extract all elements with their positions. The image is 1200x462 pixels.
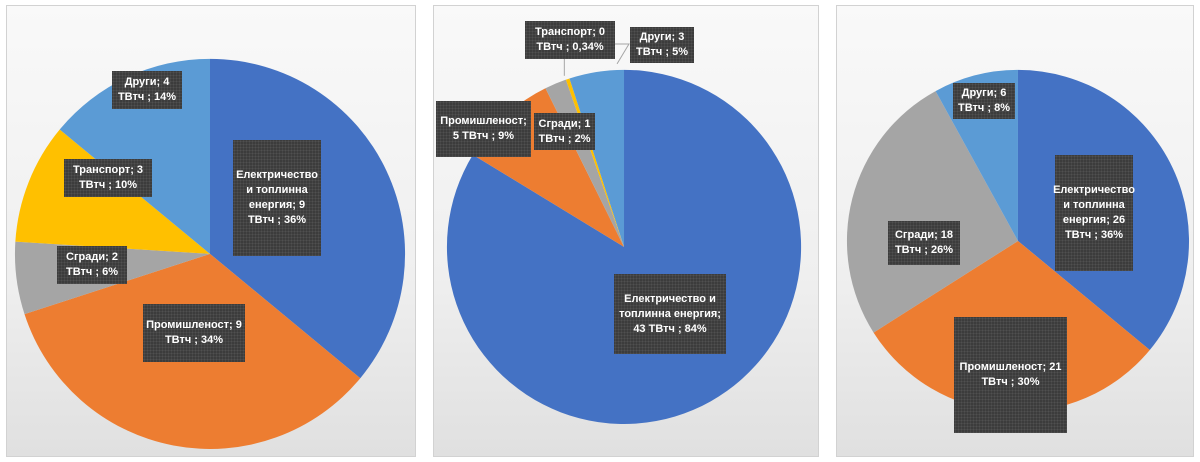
pie-1-svg xyxy=(14,58,406,449)
leader-line-2-other xyxy=(614,43,630,65)
pie-3-slice-3 xyxy=(846,91,1018,333)
data-label-1-transport: Транспорт; 3 ТВтч ; 10% xyxy=(64,159,152,197)
data-label-3-other: Други; 6 ТВтч ; 8% xyxy=(953,83,1015,119)
data-label-3-electricity: Електричество и топлинна енергия; 26 ТВт… xyxy=(1053,155,1135,271)
data-label-2-transport: Транспорт; 0 ТВтч ; 0,34% xyxy=(525,21,615,59)
pie-chart-3: Електричество и топлинна енергия; 26 ТВт… xyxy=(836,5,1194,457)
data-label-3-buildings: Сгради; 18 ТВтч ; 26% xyxy=(888,221,960,265)
data-label-1-industry: Промишленост; 9 ТВтч ; 34% xyxy=(143,304,245,362)
pie-chart-1: Електричество и топлинна енергия; 9 ТВтч… xyxy=(6,5,416,457)
data-label-2-industry: Промишленост; 5 ТВтч ; 9% xyxy=(436,101,531,157)
data-label-1-electricity: Електричество и топлинна енергия; 9 ТВтч… xyxy=(233,140,321,256)
pie-chart-2: Електричество и топлинна енергия; 43 ТВт… xyxy=(433,5,819,457)
data-label-3-industry: Промишленост; 21 ТВтч ; 30% xyxy=(954,317,1067,433)
pie-2-svg xyxy=(446,43,802,424)
data-label-1-buildings: Сгради; 2 ТВтч ; 6% xyxy=(57,246,127,284)
data-label-2-buildings: Сгради; 1 ТВтч ; 2% xyxy=(534,113,595,150)
data-label-2-other: Други; 3 ТВтч ; 5% xyxy=(630,27,694,63)
data-label-1-other: Други; 4 ТВтч ; 14% xyxy=(112,71,182,109)
data-label-2-electricity: Електричество и топлинна енергия; 43 ТВт… xyxy=(614,274,726,354)
